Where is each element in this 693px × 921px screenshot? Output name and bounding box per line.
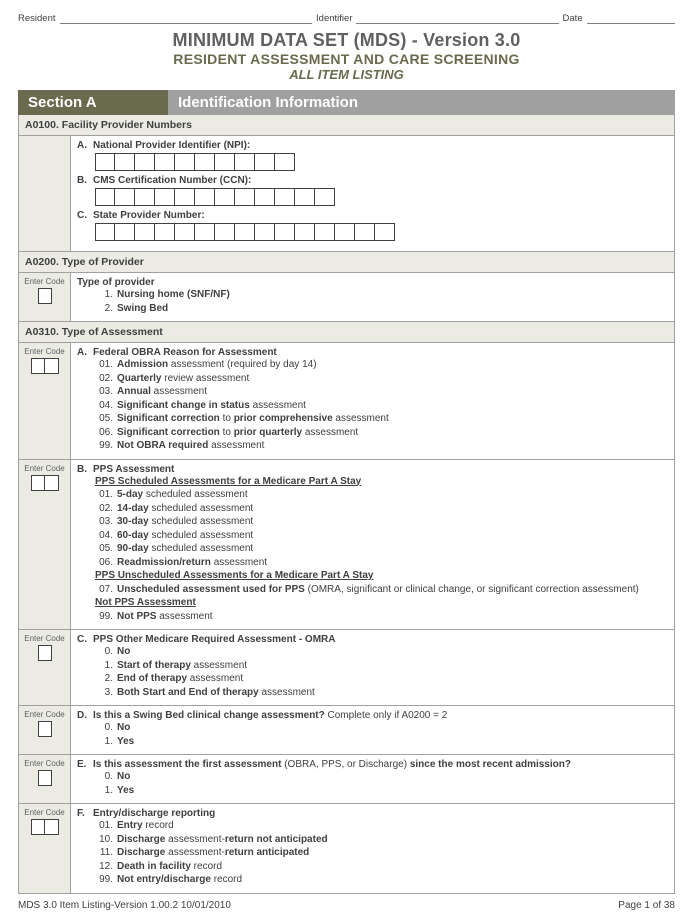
a0310f-title: Entry/discharge reporting [93,808,215,819]
a0310c-title: PPS Other Medicare Required Assessment -… [93,634,335,645]
a0310a-body: A.Federal OBRA Reason for Assessment 01.… [71,343,674,459]
a0310b-title: PPS Assessment [93,464,174,475]
top-header: Resident Identifier Date [18,12,675,24]
section-title: Identification Information [168,90,675,115]
resident-label: Resident [18,13,56,24]
enter-code-d: Enter Code [24,710,64,719]
a0310b-entry[interactable] [19,475,70,491]
a0310c-entry[interactable] [19,645,70,661]
a0310-header: A0310. Type of Assessment [18,322,675,343]
title-main: MINIMUM DATA SET (MDS) - Version 3.0 [18,30,675,51]
identifier-label: Identifier [316,13,352,24]
a0200-row: Enter Code Type of provider 1.Nursing ho… [18,273,675,322]
resident-line [60,12,313,24]
page-footer: MDS 3.0 Item Listing-Version 1.00.2 10/0… [18,900,675,911]
state-boxes[interactable] [95,223,668,241]
a0100-header: A0100. Facility Provider Numbers [18,115,675,136]
a0310e-entry[interactable] [19,770,70,786]
footer-left: MDS 3.0 Item Listing-Version 1.00.2 10/0… [18,900,231,911]
enter-code-c: Enter Code [24,634,64,643]
title-sub2: ALL ITEM LISTING [18,67,675,82]
pps-unscheduled-header: PPS Unscheduled Assessments for a Medica… [95,570,373,581]
identifier-line [356,12,558,24]
a0200-left: Enter Code [19,273,71,321]
a0310f-body: F.Entry/discharge reporting 01.Entry rec… [71,804,674,893]
enter-code-label: Enter Code [24,277,64,286]
a0310-row: Enter Code A.Federal OBRA Reason for Ass… [18,343,675,894]
a0200-opt2: Swing Bed [117,303,168,314]
a0310b-body: B.PPS Assessment PPS Scheduled Assessmen… [71,460,674,630]
footer-right: Page 1 of 38 [618,900,675,911]
a0200-header: A0200. Type of Provider [18,252,675,273]
a0310a-title: Federal OBRA Reason for Assessment [93,347,277,358]
pps-scheduled-header: PPS Scheduled Assessments for a Medicare… [95,476,361,487]
a0100-a-label: National Provider Identifier (NPI): [93,140,250,151]
not-pps-header: Not PPS Assessment [95,597,196,608]
a0100-body: A.National Provider Identifier (NPI): B.… [71,136,674,251]
section-label: Section A [18,90,168,115]
a0310c-body: C.PPS Other Medicare Required Assessment… [71,630,674,705]
a0310e-body: E.Is this assessment the first assessmen… [71,755,674,803]
a0310c-left: Enter Code [19,630,71,705]
a0310b-left: Enter Code [19,460,71,630]
a0310d-left: Enter Code [19,706,71,754]
a0200-opt1: Nursing home (SNF/NF) [117,289,230,300]
a0310a-entry[interactable] [19,358,70,374]
a0310f-left: Enter Code [19,804,71,893]
ccn-boxes[interactable] [95,188,668,206]
date-line [587,12,675,24]
enter-code-b: Enter Code [24,464,64,473]
a0200-title: Type of provider [77,277,668,288]
a0200-entry[interactable] [19,288,70,304]
a0200-body: Type of provider 1.Nursing home (SNF/NF)… [71,273,674,321]
npi-boxes[interactable] [95,153,668,171]
a0310d-entry[interactable] [19,721,70,737]
section-bar: Section A Identification Information [18,90,675,115]
date-label: Date [563,13,583,24]
a0310a-left: Enter Code [19,343,71,459]
title-sub: RESIDENT ASSESSMENT AND CARE SCREENING [18,51,675,67]
a0100-row: A.National Provider Identifier (NPI): B.… [18,136,675,252]
a0310d-body: D.Is this a Swing Bed clinical change as… [71,706,674,754]
enter-code-f: Enter Code [24,808,64,817]
a0310f-entry[interactable] [19,819,70,835]
a0100-c-label: State Provider Number: [93,210,205,221]
a0310e-left: Enter Code [19,755,71,803]
a0100-left [19,136,71,251]
enter-code-e: Enter Code [24,759,64,768]
a0100-b-label: CMS Certification Number (CCN): [93,175,251,186]
title-block: MINIMUM DATA SET (MDS) - Version 3.0 RES… [18,30,675,82]
enter-code-a: Enter Code [24,347,64,356]
